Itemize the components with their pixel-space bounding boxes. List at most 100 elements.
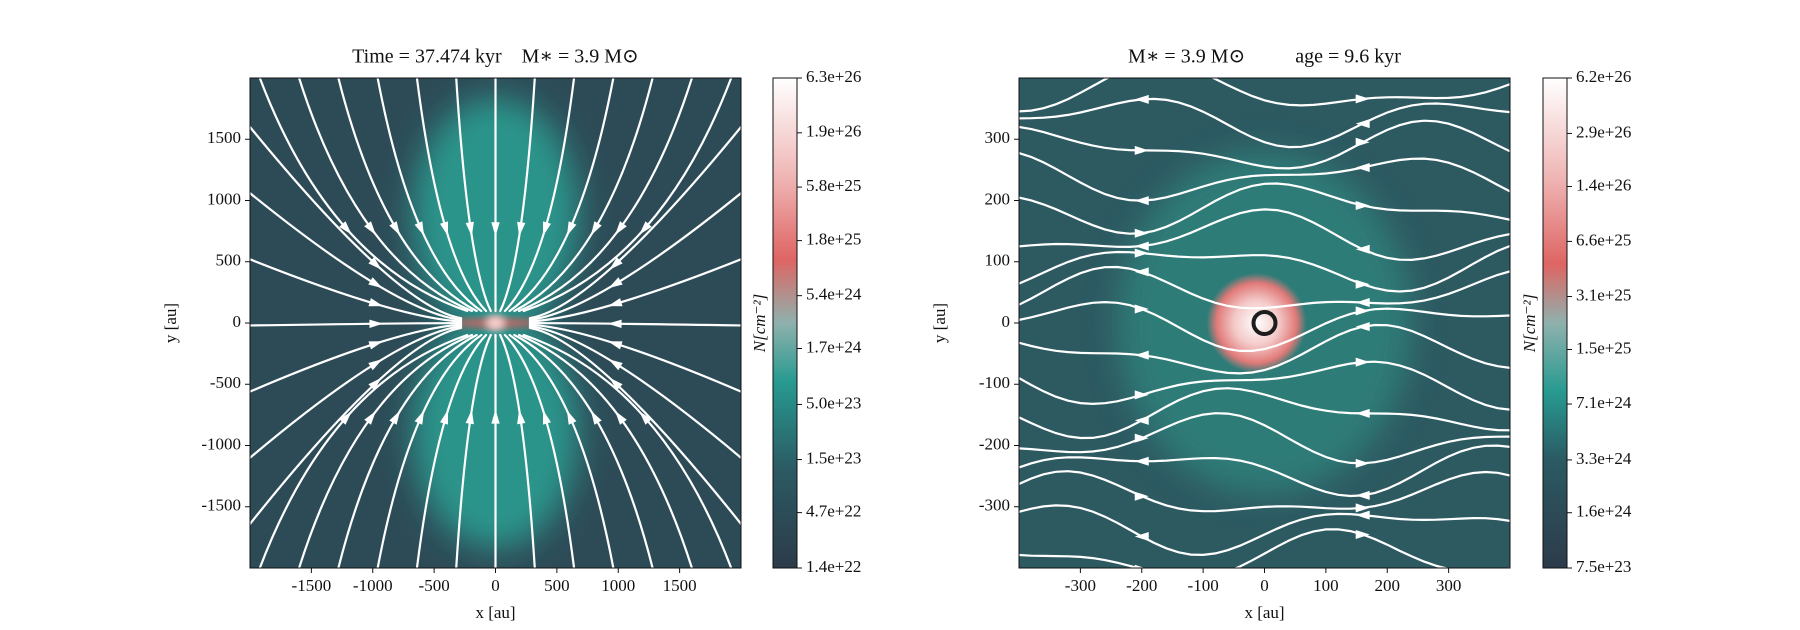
colorbar-tick-label: 1.9e+26 xyxy=(806,122,861,141)
chart-title: Time = 37.474 kyr M∗ = 3.9 M⊙ xyxy=(352,46,639,68)
streamline xyxy=(1019,360,1510,411)
streamline xyxy=(1019,300,1510,352)
stream-arrow xyxy=(1134,433,1149,443)
x-axis-label: x [au] xyxy=(475,603,515,622)
colorbar-tick-label: 7.5e+23 xyxy=(1576,557,1631,576)
x-tick-label: -200 xyxy=(1126,576,1157,595)
stream-arrow xyxy=(1134,304,1149,314)
y-tick-label: -200 xyxy=(979,434,1010,453)
stream-arrow xyxy=(1355,503,1370,513)
colorbar-tick-label: 3.1e+25 xyxy=(1576,285,1631,304)
stream-arrow xyxy=(1134,415,1149,425)
stream-arrow xyxy=(364,411,376,425)
stream-arrow xyxy=(364,221,376,235)
stream-arrow xyxy=(1134,390,1149,400)
streamline xyxy=(1019,412,1510,465)
streamline xyxy=(1019,208,1510,262)
y-tick-label: 300 xyxy=(985,128,1011,147)
stream-arrow xyxy=(1355,529,1370,539)
y-tick-label: 500 xyxy=(216,251,242,270)
y-tick-label: -300 xyxy=(979,496,1010,515)
stream-arrow xyxy=(1355,490,1370,500)
stream-arrow xyxy=(1355,244,1370,254)
heatmap xyxy=(250,78,741,568)
streamline xyxy=(1019,528,1510,568)
stream-arrow xyxy=(566,221,577,236)
stream-arrow xyxy=(465,221,474,237)
colorbar-tick-label: 3.3e+24 xyxy=(1576,449,1632,468)
y-tick-label: 1000 xyxy=(207,189,241,208)
colorbar-label: N[cm⁻²] xyxy=(750,294,769,353)
colorbar-tick-label: 4.7e+22 xyxy=(806,502,861,521)
stream-arrow xyxy=(465,409,474,425)
stream-arrow xyxy=(1134,248,1149,258)
stream-arrow xyxy=(368,277,383,289)
x-tick-label: -1000 xyxy=(353,576,393,595)
y-tick-label: 0 xyxy=(1002,312,1011,331)
x-tick-label: -300 xyxy=(1065,576,1096,595)
colorbar xyxy=(772,77,798,569)
colorbar-tick-label: 5.4e+24 xyxy=(806,285,862,304)
stream-arrow xyxy=(368,359,383,371)
colorbar-tick-label: 7.1e+24 xyxy=(1576,393,1632,412)
stream-arrow xyxy=(440,409,448,425)
density-core xyxy=(485,315,506,331)
colorbar-label: N[cm⁻²] xyxy=(1520,294,1539,353)
stream-arrow xyxy=(1134,94,1149,104)
x-tick-label: 200 xyxy=(1375,576,1401,595)
stream-arrow xyxy=(566,410,577,425)
stream-arrow xyxy=(607,319,622,328)
x-tick-label: 0 xyxy=(491,576,500,595)
stream-arrow xyxy=(608,359,623,371)
stream-arrow xyxy=(1355,137,1370,147)
stream-arrow xyxy=(1355,510,1370,520)
sink-particle xyxy=(1251,310,1278,336)
y-tick-label: -100 xyxy=(979,373,1010,392)
stream-arrow xyxy=(590,221,602,236)
colorbar-tick-label: 6.2e+26 xyxy=(1576,67,1631,86)
stream-arrow xyxy=(339,411,352,425)
streamline xyxy=(1019,97,1510,149)
y-tick-label: 100 xyxy=(985,251,1011,270)
x-tick-label: 0 xyxy=(1260,576,1269,595)
stream-arrow xyxy=(1355,201,1370,211)
streamline xyxy=(1019,265,1510,310)
colorbar-tick-label: 2.9e+26 xyxy=(1576,122,1631,141)
stream-arrow xyxy=(609,257,623,270)
stream-arrow xyxy=(517,409,526,425)
streamline xyxy=(1019,504,1510,557)
stream-arrow xyxy=(1134,228,1149,238)
colorbar-tick-label: 1.6e+24 xyxy=(1576,502,1632,521)
streamline xyxy=(1019,119,1510,170)
stream-arrow xyxy=(491,409,500,424)
y-tick-label: 1500 xyxy=(207,128,241,147)
y-tick-label: 200 xyxy=(985,189,1011,208)
x-tick-label: 1500 xyxy=(663,576,697,595)
x-tick-label: -500 xyxy=(419,576,450,595)
stream-arrow xyxy=(368,257,382,270)
stream-arrow xyxy=(543,409,551,425)
streamline xyxy=(1019,152,1510,202)
colorbar-tick-label: 1.4e+22 xyxy=(806,557,861,576)
x-axis-label: x [au] xyxy=(1244,603,1284,622)
stream-arrow xyxy=(639,411,652,425)
colorbar-tick-label: 6.3e+26 xyxy=(806,67,861,86)
stream-arrow xyxy=(368,298,384,307)
stream-arrow xyxy=(1134,241,1149,251)
stream-arrow xyxy=(1355,94,1370,104)
stream-arrow xyxy=(339,221,352,235)
stream-arrow xyxy=(1134,532,1149,542)
stream-arrow xyxy=(609,377,623,391)
stream-arrow xyxy=(1355,357,1370,367)
stream-arrow xyxy=(639,221,652,235)
colorbar-tick-label: 1.5e+25 xyxy=(1576,338,1631,357)
streamline xyxy=(1019,244,1510,293)
stream-arrow xyxy=(607,298,623,307)
stream-arrow xyxy=(414,410,425,425)
stream-arrow xyxy=(543,221,551,237)
stream-arrow xyxy=(1134,196,1149,206)
density-core xyxy=(1206,273,1307,373)
stream-arrow xyxy=(608,277,623,289)
stream-arrow xyxy=(389,221,401,236)
stream-arrow xyxy=(1134,564,1145,568)
